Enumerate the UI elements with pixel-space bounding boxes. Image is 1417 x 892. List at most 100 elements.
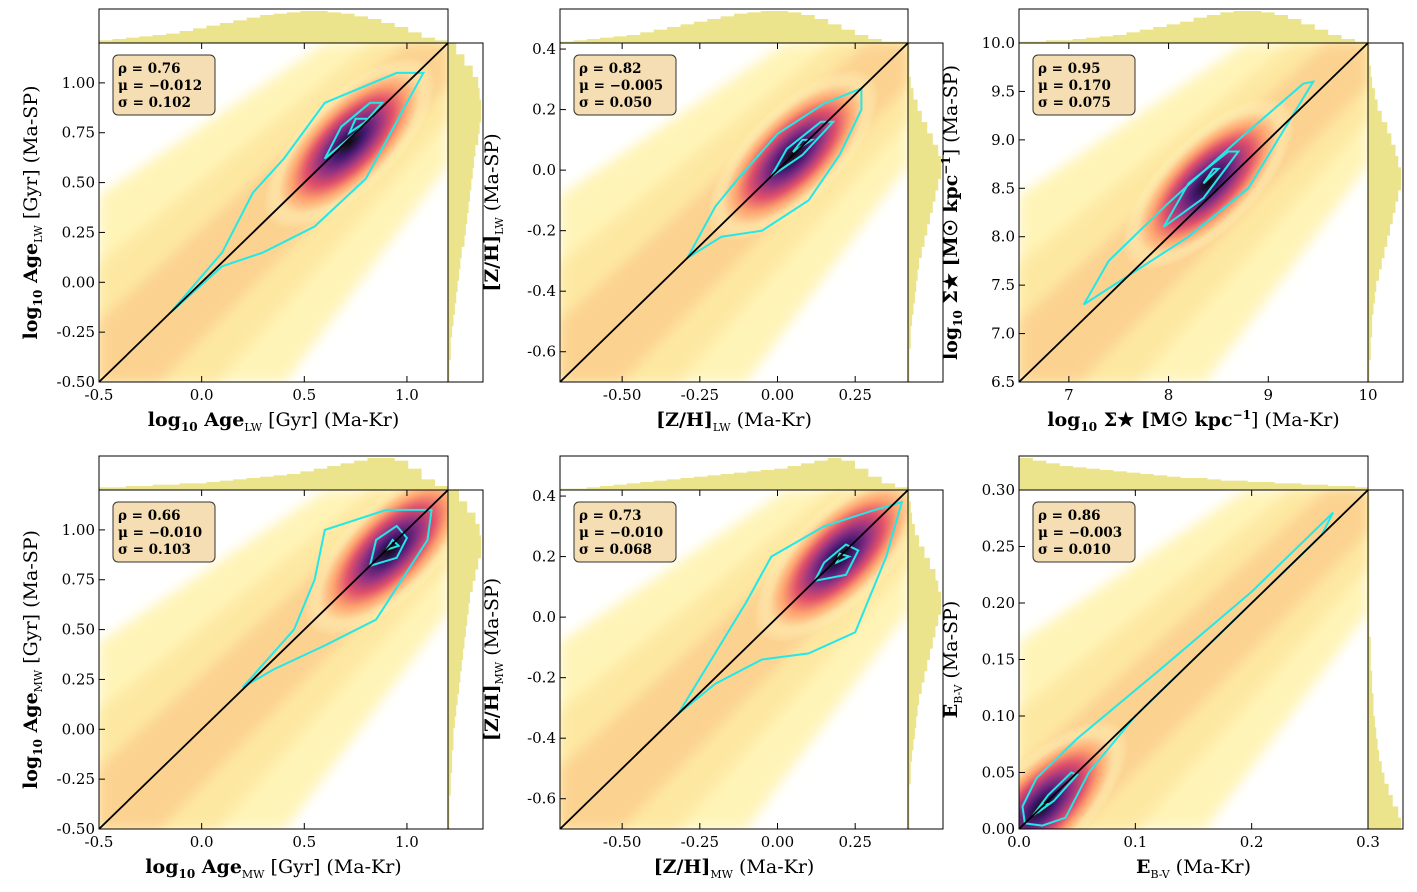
y-tick-label: -0.6 [527, 343, 556, 361]
hist-bar [434, 40, 449, 43]
hist-bar [1368, 235, 1388, 247]
hist-bar [680, 24, 695, 43]
density-area [1019, 43, 1368, 382]
hist-bar [448, 490, 459, 502]
y-tick-label: 9.5 [991, 82, 1015, 100]
hist-bar [327, 12, 342, 44]
hist-bar [1180, 21, 1194, 43]
hist-bar [1368, 348, 1371, 360]
hist-bar [1368, 659, 1371, 672]
hist-bar [1368, 291, 1375, 304]
hist-bar [867, 39, 882, 43]
hist-bar [1368, 614, 1370, 627]
hist-bar [1247, 11, 1262, 43]
hist-bar [626, 483, 641, 490]
x-tick-label: 0.0 [1007, 833, 1031, 851]
hist-bar [1368, 523, 1370, 536]
hist-bar [693, 476, 708, 490]
y-tick-label: -0.50 [57, 820, 95, 838]
hist-bar [908, 783, 910, 796]
hist-bar [300, 11, 315, 43]
hist-bar [760, 11, 775, 43]
hist-bar [908, 65, 910, 78]
stat-mu: μ = −0.010 [118, 525, 202, 541]
hist-bar [448, 603, 469, 615]
stats-box-bg [112, 501, 216, 563]
stat-mu: μ = −0.003 [1038, 525, 1122, 541]
x-tick-label: 8 [1164, 386, 1174, 404]
hist-bar [1368, 110, 1382, 123]
hist-bar [1045, 40, 1060, 43]
hist-bar [1368, 501, 1370, 514]
hist-bar [448, 325, 453, 338]
hist-bar [1368, 370, 1370, 383]
stat-mu: μ = −0.012 [118, 78, 202, 94]
x-tick-label: 1.0 [395, 386, 419, 404]
hist-bar [1206, 479, 1221, 490]
hist-bar [1126, 472, 1141, 490]
hist-bar [448, 580, 473, 593]
hist-bar [1368, 223, 1390, 236]
hist-bar [99, 40, 113, 43]
hist-bar [313, 468, 328, 490]
y-tick-label: 0.25 [62, 670, 95, 688]
hist-bar [246, 17, 261, 43]
hist-bar [448, 133, 479, 146]
hist-bar [1032, 41, 1047, 43]
hist-bar [747, 471, 762, 490]
hist-bar [680, 478, 695, 490]
density-area [99, 490, 448, 829]
hist-bar [448, 359, 450, 372]
y-tick-label: 9.0 [991, 131, 1015, 149]
hist-bar [1341, 39, 1356, 43]
stats-box-bg [1032, 501, 1136, 563]
x-tick-label: -0.5 [85, 833, 114, 851]
hist-bar [908, 636, 933, 649]
x-tick-label: 7 [1064, 386, 1074, 404]
hist-bar [448, 43, 457, 55]
hist-bar [774, 11, 789, 43]
hist-bar [1059, 466, 1074, 490]
stat-sigma: σ = 0.010 [1038, 542, 1111, 558]
stats-box-bg [1032, 54, 1136, 116]
hist-bar [448, 99, 481, 112]
hist-bar [286, 12, 301, 44]
stat-sigma: σ = 0.075 [1038, 95, 1111, 111]
hist-bar [720, 474, 735, 490]
hist-bar [1099, 36, 1114, 43]
stat-rho: ρ = 0.76 [118, 61, 181, 77]
marginal-top [560, 458, 909, 490]
hist-bar [448, 535, 481, 547]
hist-bar [908, 280, 917, 293]
hist-bar [192, 28, 207, 43]
hist-bar [1368, 156, 1399, 168]
hist-bar [908, 772, 911, 785]
hist-bar [246, 478, 261, 490]
hist-bar [1180, 478, 1194, 490]
hist-bar [139, 36, 154, 43]
hist-bar [908, 727, 915, 740]
hist-bar [908, 806, 910, 819]
y-tick-label: 0.0 [532, 161, 556, 179]
hist-bar [908, 212, 930, 225]
hist-bar [908, 167, 941, 180]
hist-bar [1368, 591, 1370, 604]
hist-bar [908, 670, 925, 683]
hist-bar [1368, 88, 1375, 100]
hist-bar [112, 39, 127, 43]
hist-bar [908, 178, 939, 191]
hist-bar [1368, 314, 1373, 326]
hist-bar [192, 483, 207, 490]
hist-bar [787, 12, 802, 44]
y-axis-label: log10 Σ★ [M☉ kpc−1] (Ma-SP) [939, 65, 965, 360]
hist-bar [1368, 302, 1374, 315]
hist-bar [908, 693, 919, 706]
hist-bar [1314, 29, 1329, 43]
hist-bar [908, 325, 911, 338]
marginal-top-frame [559, 8, 909, 44]
hist-bar [233, 479, 248, 490]
stat-rho: ρ = 0.82 [579, 61, 642, 77]
hist-bar [448, 223, 466, 236]
